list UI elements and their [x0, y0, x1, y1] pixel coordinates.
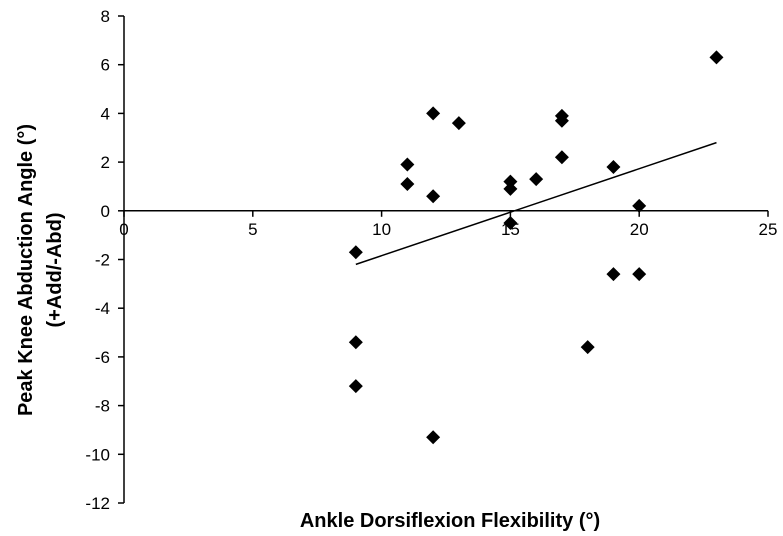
- trendline: [355, 141, 717, 266]
- data-points: [348, 50, 724, 445]
- y-tick-label: -6: [95, 348, 110, 367]
- data-point: [580, 340, 595, 355]
- data-point: [554, 150, 569, 165]
- data-point: [426, 189, 441, 204]
- x-tick-label: 0: [119, 220, 128, 239]
- y-axis-title-line1: Peak Knee Abduction Angle (°): [15, 124, 37, 416]
- x-ticks: 0510152025: [119, 210, 778, 239]
- y-tick-label: -2: [95, 251, 110, 270]
- data-point: [348, 335, 363, 350]
- y-tick-label: -4: [95, 299, 110, 318]
- y-tick-label: 2: [101, 153, 110, 172]
- y-tick-label: 8: [101, 7, 110, 26]
- x-tick-label: 25: [759, 220, 778, 239]
- data-point: [348, 379, 363, 394]
- data-point: [632, 198, 647, 213]
- data-point: [400, 157, 415, 172]
- data-point: [451, 116, 466, 131]
- x-tick-label: 20: [630, 220, 649, 239]
- data-point: [529, 172, 544, 187]
- data-point: [348, 245, 363, 260]
- y-ticks: 8 6 4 2 0 -2 -4 -6 -8 -10 -12: [85, 7, 124, 513]
- y-tick-label: 0: [101, 202, 110, 221]
- x-tick-label: 5: [248, 220, 257, 239]
- data-point: [554, 113, 569, 128]
- data-point: [632, 267, 647, 282]
- data-point: [709, 50, 724, 65]
- x-axis-title: Ankle Dorsiflexion Flexibility (°): [300, 510, 600, 532]
- y-tick-label: 4: [101, 104, 110, 123]
- y-axis-title-line2: (+Add/-Abd): [44, 213, 66, 328]
- x-tick-label: 10: [372, 220, 391, 239]
- data-point: [426, 430, 441, 445]
- y-tick-label: -8: [95, 397, 110, 416]
- data-point: [606, 159, 621, 174]
- data-point: [503, 174, 518, 189]
- y-tick-label: -12: [85, 494, 110, 513]
- data-point: [503, 215, 518, 230]
- y-tick-label: 6: [101, 56, 110, 75]
- y-axis: 8 6 4 2 0 -2 -4 -6 -8 -10 -12: [85, 7, 125, 513]
- data-point: [606, 267, 621, 282]
- data-point: [503, 181, 518, 196]
- data-point: [400, 177, 415, 192]
- y-tick-label: -10: [85, 445, 110, 464]
- data-point: [426, 106, 441, 121]
- x-axis: 0510152025: [119, 210, 778, 239]
